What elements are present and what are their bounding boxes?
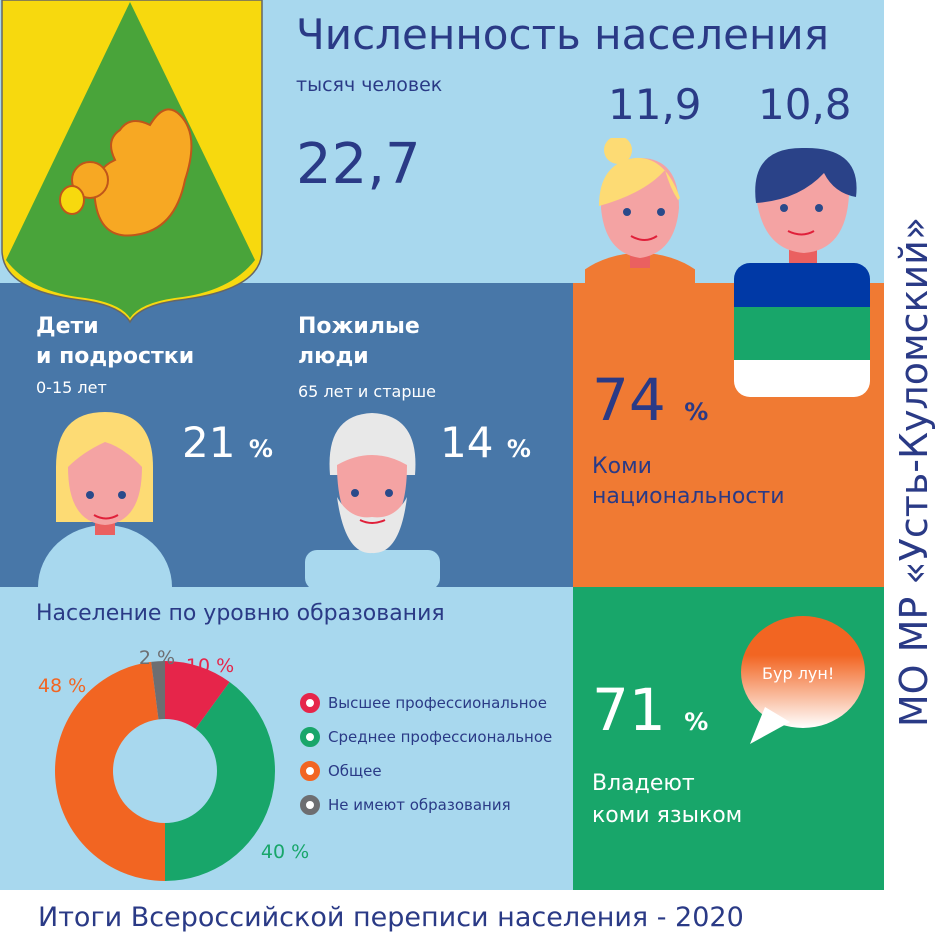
total-population: 22,7 [296, 132, 421, 197]
bubble-text: Бур лун! [762, 664, 835, 683]
legend-label: Высшее профессиональное [328, 694, 547, 712]
women-count: 11,9 [608, 80, 702, 129]
elderly-title: Пожилые люди [298, 314, 420, 369]
education-donut-chart: 10 % 40 % 48 % 2 % [38, 647, 309, 881]
legend-marker-icon [300, 693, 320, 713]
unit-label: тысяч человек [296, 74, 443, 96]
chart-title: Население по уровню образования [36, 601, 445, 626]
language-label: Владеют коми языком [592, 771, 743, 828]
data-label: 48 % [38, 675, 86, 697]
donut-slice-3 [55, 661, 166, 881]
legend-item: Не имеют образования [300, 788, 552, 822]
data-label: 2 % [139, 647, 175, 669]
data-label: 10 % [186, 655, 234, 677]
children-age: 0-15 лет [36, 378, 107, 397]
children-title: Дети и подростки [36, 314, 195, 369]
children-percent: 21 % [182, 418, 273, 467]
legend-item: Высшее профессиональное [300, 686, 552, 720]
donut-slice-2 [165, 682, 275, 881]
elderly-percent: 14 % [440, 418, 531, 467]
speech-bubble-icon [741, 616, 865, 744]
footer-title: Итоги Всероссийской переписи населения -… [38, 902, 744, 933]
komi-flag-shirt [734, 263, 870, 397]
legend-label: Не имеют образования [328, 796, 511, 814]
woman-icon [585, 138, 695, 288]
legend-item: Общее [300, 754, 552, 788]
legend-marker-icon [300, 727, 320, 747]
legend-label: Среднее профессиональное [328, 728, 553, 746]
child-icon [38, 412, 172, 587]
men-count: 10,8 [758, 80, 852, 129]
elderly-age: 65 лет и старше [298, 382, 436, 401]
legend-label: Общее [328, 762, 382, 780]
data-label: 40 % [261, 841, 309, 863]
man-icon [734, 147, 870, 397]
coat-of-arms-logo [1, 0, 263, 324]
komi-label: Коми национальности [592, 454, 785, 509]
elderly-icon [305, 413, 440, 587]
language-percent: 71 % [592, 676, 709, 744]
chart-legend: Высшее профессиональное Среднее профессио… [300, 686, 552, 822]
komi-percent: 74 % [592, 366, 709, 434]
page-title: Численность населения [296, 10, 829, 59]
legend-marker-icon [300, 761, 320, 781]
side-title: МО МР «Усть-Куломский» [892, 216, 936, 728]
legend-marker-icon [300, 795, 320, 815]
donut-slice-1 [165, 661, 230, 729]
legend-item: Среднее профессиональное [300, 720, 552, 754]
donut-slice-4 [151, 661, 165, 720]
